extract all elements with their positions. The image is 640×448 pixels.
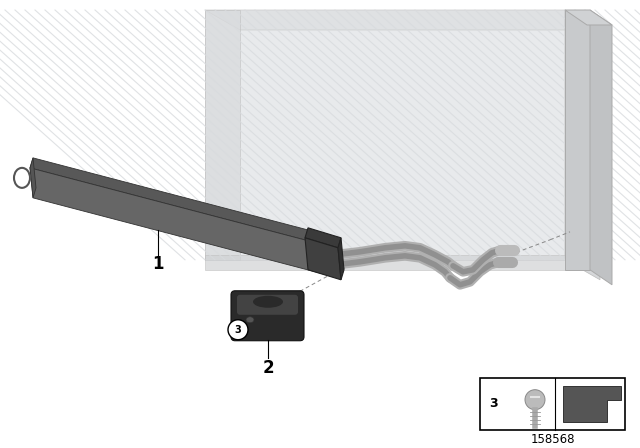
Polygon shape <box>305 238 341 280</box>
Polygon shape <box>565 10 600 280</box>
Polygon shape <box>338 238 344 280</box>
Polygon shape <box>565 10 590 270</box>
Polygon shape <box>30 168 338 278</box>
Ellipse shape <box>253 296 283 308</box>
Text: 3: 3 <box>235 325 241 335</box>
FancyBboxPatch shape <box>231 291 304 341</box>
Polygon shape <box>305 228 341 248</box>
Ellipse shape <box>246 317 254 323</box>
Polygon shape <box>205 10 600 30</box>
Text: 2: 2 <box>262 359 274 377</box>
Polygon shape <box>563 386 621 422</box>
Bar <box>480 378 625 430</box>
Text: 3: 3 <box>490 397 499 410</box>
Polygon shape <box>30 158 338 248</box>
Circle shape <box>228 320 248 340</box>
Polygon shape <box>205 10 240 260</box>
Text: 1: 1 <box>152 255 164 273</box>
Polygon shape <box>205 10 565 260</box>
Polygon shape <box>565 10 612 25</box>
Circle shape <box>525 390 545 409</box>
Polygon shape <box>590 10 612 285</box>
Polygon shape <box>30 158 36 198</box>
FancyBboxPatch shape <box>237 295 298 315</box>
Polygon shape <box>205 255 565 270</box>
Text: 158568: 158568 <box>531 433 575 446</box>
